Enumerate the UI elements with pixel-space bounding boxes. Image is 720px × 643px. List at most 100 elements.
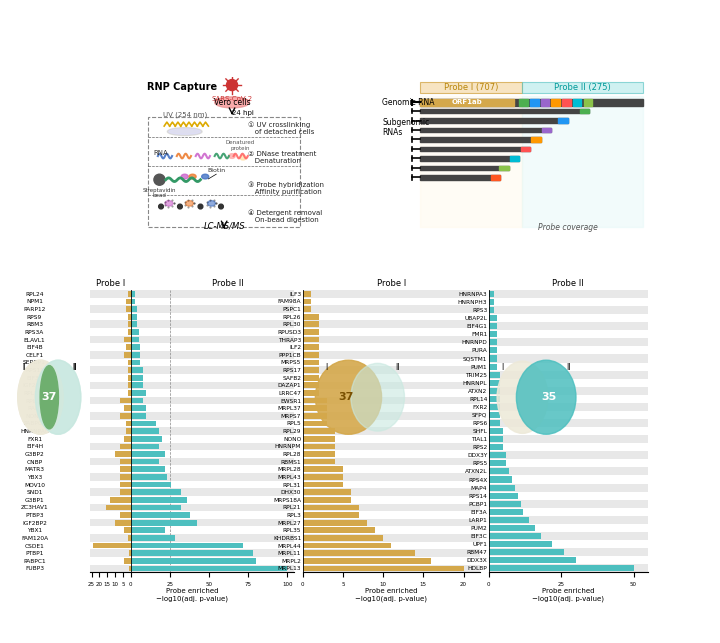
Bar bbox=[302, 322, 319, 327]
Ellipse shape bbox=[181, 174, 188, 179]
Bar bbox=[131, 543, 243, 548]
Bar bbox=[489, 460, 506, 466]
Bar bbox=[489, 372, 500, 377]
Bar bbox=[120, 474, 131, 480]
Bar bbox=[302, 367, 319, 373]
Bar bbox=[90, 473, 294, 481]
Bar bbox=[127, 375, 131, 381]
Bar bbox=[90, 519, 294, 527]
Bar bbox=[131, 527, 165, 533]
Bar bbox=[120, 444, 131, 449]
Bar bbox=[131, 291, 135, 296]
Bar bbox=[90, 412, 294, 420]
Ellipse shape bbox=[229, 154, 235, 158]
Bar bbox=[115, 520, 131, 525]
Bar bbox=[90, 367, 294, 374]
Bar bbox=[302, 397, 480, 404]
Bar bbox=[131, 352, 140, 358]
Bar bbox=[90, 381, 294, 389]
Bar bbox=[302, 412, 480, 420]
Bar bbox=[302, 428, 480, 435]
Bar bbox=[131, 466, 165, 472]
Text: ORF1ab: ORF1ab bbox=[451, 100, 482, 105]
Bar bbox=[131, 558, 256, 564]
Bar bbox=[131, 383, 143, 388]
Text: SARS-CoV-2: SARS-CoV-2 bbox=[212, 96, 253, 102]
Bar bbox=[131, 505, 181, 511]
Bar bbox=[120, 458, 131, 464]
Bar bbox=[302, 320, 480, 328]
Ellipse shape bbox=[165, 201, 173, 206]
Text: ① UV crosslinking
   of detached cells: ① UV crosslinking of detached cells bbox=[248, 122, 314, 135]
Text: Vero cells: Vero cells bbox=[214, 98, 251, 107]
Ellipse shape bbox=[216, 98, 248, 106]
Bar bbox=[129, 550, 131, 556]
Bar bbox=[131, 489, 181, 495]
Bar bbox=[489, 484, 648, 492]
Bar bbox=[302, 534, 480, 542]
Bar bbox=[489, 500, 648, 508]
Bar bbox=[90, 503, 294, 511]
Ellipse shape bbox=[215, 97, 249, 108]
Bar bbox=[90, 397, 294, 404]
Bar bbox=[489, 532, 648, 540]
Bar bbox=[489, 363, 498, 370]
Bar bbox=[90, 565, 294, 572]
Bar bbox=[127, 322, 131, 327]
Bar bbox=[131, 367, 143, 373]
Ellipse shape bbox=[186, 201, 194, 206]
Bar bbox=[489, 533, 541, 539]
Text: ③ Probe hybridization
   Affinity purification: ③ Probe hybridization Affinity purificat… bbox=[248, 181, 324, 195]
Bar bbox=[489, 468, 509, 475]
Bar bbox=[131, 458, 159, 464]
Bar bbox=[302, 337, 319, 343]
Bar bbox=[489, 338, 648, 347]
Bar bbox=[489, 548, 648, 556]
Ellipse shape bbox=[240, 155, 246, 160]
Bar bbox=[531, 137, 541, 142]
Bar bbox=[584, 99, 593, 105]
Ellipse shape bbox=[202, 174, 209, 179]
Bar bbox=[420, 156, 519, 161]
Bar bbox=[573, 99, 582, 105]
Bar bbox=[131, 314, 137, 320]
Ellipse shape bbox=[189, 174, 196, 179]
Bar bbox=[302, 314, 319, 320]
Bar bbox=[489, 428, 503, 434]
Bar bbox=[302, 520, 367, 525]
Bar bbox=[489, 435, 648, 443]
Bar bbox=[131, 474, 167, 480]
Bar bbox=[489, 331, 498, 338]
Bar bbox=[131, 405, 146, 411]
Bar bbox=[90, 290, 294, 298]
Bar bbox=[489, 501, 521, 507]
Bar bbox=[302, 336, 480, 343]
Text: Denatured
protein: Denatured protein bbox=[225, 140, 255, 150]
Text: Genomic RNA: Genomic RNA bbox=[382, 98, 435, 107]
Circle shape bbox=[178, 204, 182, 209]
Bar bbox=[542, 128, 552, 132]
Ellipse shape bbox=[167, 128, 202, 136]
Bar bbox=[522, 96, 643, 227]
Bar bbox=[420, 128, 552, 132]
Text: LC-MS/MS: LC-MS/MS bbox=[203, 222, 245, 231]
Bar bbox=[125, 352, 131, 358]
Bar bbox=[120, 466, 131, 472]
Bar bbox=[491, 175, 500, 179]
Bar bbox=[420, 147, 530, 151]
Bar bbox=[125, 436, 131, 442]
Bar bbox=[302, 305, 480, 313]
X-axis label: Probe enriched
−log10(adj. p-value): Probe enriched −log10(adj. p-value) bbox=[532, 588, 604, 602]
Circle shape bbox=[227, 80, 238, 91]
Bar bbox=[131, 322, 137, 327]
Bar bbox=[302, 512, 359, 518]
Bar bbox=[489, 388, 500, 394]
Bar bbox=[489, 549, 564, 555]
Bar bbox=[90, 458, 294, 466]
Bar bbox=[552, 99, 560, 105]
Bar bbox=[131, 444, 159, 449]
Bar bbox=[489, 370, 648, 379]
Bar bbox=[489, 291, 495, 297]
Bar bbox=[420, 165, 508, 170]
Bar bbox=[125, 558, 131, 564]
